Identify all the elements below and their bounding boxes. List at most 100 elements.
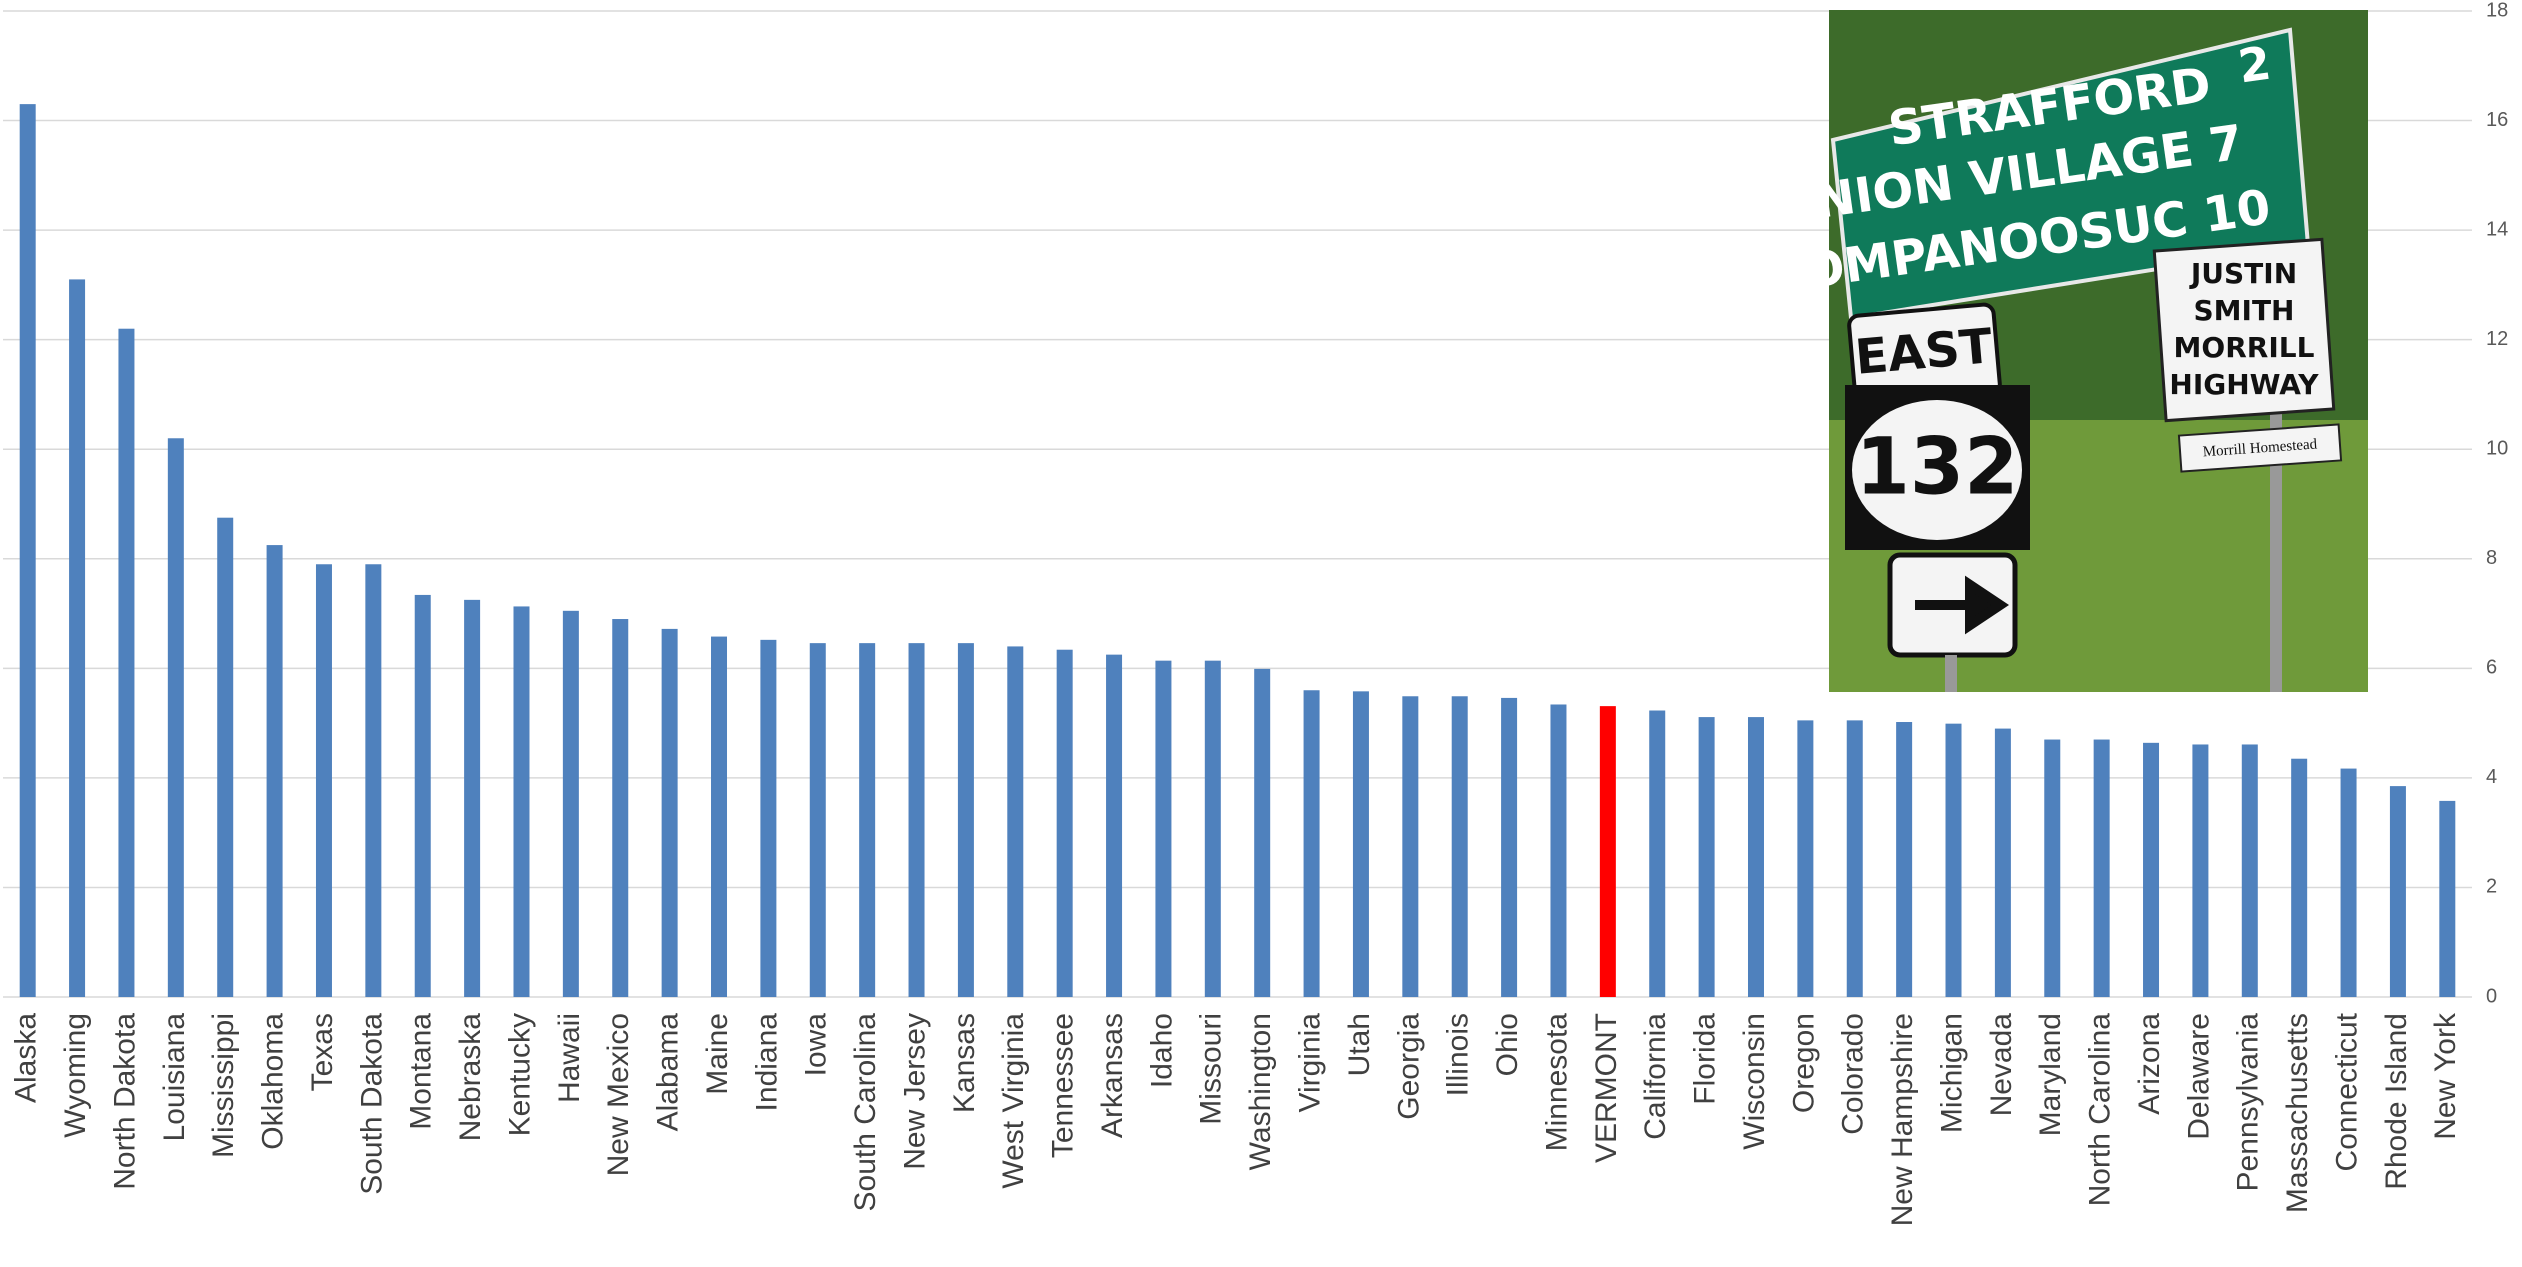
x-tick-label: Alaska	[10, 1013, 43, 1103]
x-tick-label: Mississippi	[207, 1013, 240, 1158]
bar	[1254, 668, 1271, 997]
x-tick-label: Utah	[1343, 1013, 1376, 1076]
bar	[612, 619, 629, 997]
bar	[1402, 696, 1419, 997]
bar	[1994, 728, 2011, 997]
x-tick-label: North Carolina	[2084, 1013, 2117, 1207]
y-tick-label: 2	[2486, 876, 2497, 898]
bar	[1303, 690, 1320, 997]
route-number: 132	[1856, 422, 2019, 512]
x-tick-label: New Mexico	[602, 1013, 635, 1176]
bar	[1204, 660, 1221, 997]
x-tick-label: New Jersey	[898, 1013, 931, 1170]
bar	[2291, 758, 2308, 997]
x-tick-label: South Carolina	[849, 1013, 882, 1212]
x-tick-label: New York	[2429, 1012, 2462, 1140]
post	[1945, 655, 1957, 692]
x-tick-label: Indiana	[750, 1013, 783, 1112]
bar	[562, 610, 579, 997]
bar	[217, 517, 234, 997]
x-tick-label: Connecticut	[2330, 1012, 2363, 1171]
x-tick-label: Ohio	[1491, 1013, 1524, 1076]
bar	[1056, 649, 1073, 997]
y-tick-label: 0	[2486, 985, 2497, 1007]
bar	[957, 643, 974, 997]
x-tick-label: Montana	[405, 1013, 438, 1130]
bar	[315, 564, 332, 997]
x-tick-label: Tennessee	[1047, 1013, 1080, 1158]
y-tick-label: 14	[2486, 218, 2508, 240]
x-tick-label: Illinois	[1442, 1013, 1475, 1096]
route-direction: EAST	[1853, 318, 1995, 386]
bar	[1698, 717, 1715, 997]
bar	[1797, 720, 1814, 997]
bar	[661, 628, 678, 997]
x-tick-label: Hawaii	[553, 1013, 586, 1103]
x-tick-label: North Dakota	[108, 1013, 141, 1190]
x-tick-label: Kentucky	[503, 1013, 536, 1136]
bar	[2389, 786, 2406, 997]
bar	[1550, 704, 1567, 997]
x-tick-label: Louisiana	[158, 1013, 191, 1142]
bar	[2192, 744, 2209, 997]
small-sign	[2177, 423, 2343, 473]
x-tick-label: California	[1639, 1013, 1672, 1140]
x-tick-label: Iowa	[800, 1013, 833, 1077]
x-tick-label: Nevada	[1985, 1013, 2018, 1117]
x-tick-label: Kansas	[948, 1013, 981, 1113]
bar	[266, 545, 283, 997]
x-tick-label: Massachusetts	[2281, 1013, 2314, 1213]
x-tick-label: VERMONT	[1590, 1013, 1623, 1163]
bar	[118, 328, 135, 997]
bar	[1747, 717, 1764, 997]
x-tick-label: Alabama	[652, 1013, 685, 1132]
x-tick-label: Washington	[1244, 1013, 1277, 1170]
x-tick-label: Arizona	[2133, 1013, 2166, 1115]
x-tick-label: Texas	[306, 1013, 339, 1091]
x-tick-label: Maine	[701, 1013, 734, 1095]
highway-text: JUSTIN	[2189, 257, 2297, 290]
x-tick-label: Virginia	[1293, 1013, 1326, 1113]
x-tick-label: West Virginia	[997, 1013, 1030, 1189]
bar	[809, 643, 826, 997]
highway-plate	[2152, 237, 2336, 423]
x-tick-label: South Dakota	[355, 1013, 388, 1195]
x-tick-label: New Hampshire	[1886, 1013, 1919, 1226]
bar	[1945, 723, 1962, 997]
x-tick-label: Rhode Island	[2380, 1013, 2413, 1190]
x-tick-label: Michigan	[1935, 1013, 1968, 1133]
bar	[19, 104, 36, 998]
bar	[1846, 720, 1863, 997]
x-tick-label: Maryland	[2034, 1013, 2067, 1136]
bar	[760, 639, 777, 997]
y-tick-label: 8	[2486, 547, 2497, 569]
x-tick-label: Florida	[1689, 1013, 1722, 1105]
x-tick-label: Oregon	[1787, 1013, 1820, 1113]
x-tick-label: Idaho	[1145, 1013, 1178, 1088]
highway-text: HIGHWAY	[2169, 368, 2319, 401]
bar	[1649, 710, 1666, 997]
x-tick-label: Wisconsin	[1738, 1013, 1771, 1150]
post	[2270, 410, 2282, 692]
bar	[1599, 706, 1616, 997]
bar	[2143, 742, 2160, 997]
bar	[414, 594, 431, 997]
bar	[513, 606, 530, 997]
bar	[1106, 654, 1123, 997]
x-tick-label: Pennsylvania	[2232, 1013, 2265, 1192]
bar	[1896, 722, 1913, 997]
x-tick-label: Colorado	[1837, 1013, 1870, 1135]
highway-text: SMITH	[2194, 294, 2295, 327]
bar	[365, 564, 382, 997]
x-tick-label: Georgia	[1392, 1013, 1425, 1120]
bar	[711, 636, 728, 997]
bar	[908, 643, 925, 997]
sign-text: 2	[2235, 36, 2274, 94]
x-tick-label: Arkansas	[1096, 1013, 1129, 1138]
bar	[1501, 697, 1518, 997]
bar	[2439, 800, 2456, 997]
inset-photo: STRAFFORD 2 UNION VILLAGE 7 POMPANOOSUC …	[1765, 10, 2368, 692]
bar	[1352, 691, 1369, 997]
